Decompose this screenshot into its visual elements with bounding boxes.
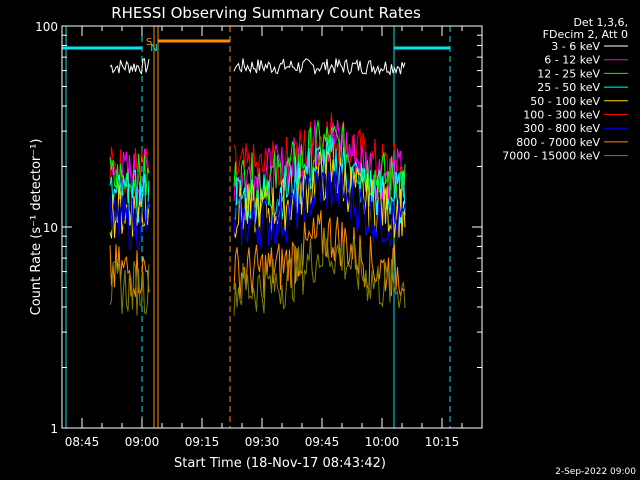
saa-flag-letter: S <box>146 37 152 48</box>
series-line <box>233 165 406 250</box>
legend-label: 300 - 800 keV <box>523 122 600 135</box>
series-group <box>109 58 406 316</box>
legend-header-line-2: FDecim 2, Att 0 <box>543 28 628 41</box>
y-tick-label: 10 <box>43 221 58 235</box>
x-tick-label: 09:30 <box>245 435 280 449</box>
x-tick-label: 08:45 <box>65 435 100 449</box>
night-flag-letter: N <box>150 43 157 54</box>
series-line <box>109 195 150 251</box>
series-line <box>109 58 150 75</box>
y-tick-label: 1 <box>50 422 58 436</box>
footer-date: 2-Sep-2022 09:00 <box>555 467 636 477</box>
x-tick-label: 09:45 <box>305 435 340 449</box>
ticks: 08:45 09:00 09:15 09:30 09:45 10:00 10:15 1 10 10… <box>35 20 483 449</box>
marker-lines <box>62 26 451 428</box>
chart-title: RHESSI Observing Summary Count Rates <box>111 4 421 22</box>
series-line <box>233 58 406 76</box>
legend-header-line-1: Det 1,3,6, <box>573 16 628 29</box>
y-axis-label: Count Rate (s⁻¹ detector⁻¹) <box>29 139 44 316</box>
x-tick-label: 09:15 <box>185 435 220 449</box>
series-line <box>233 229 406 316</box>
x-tick-label: 10:15 <box>425 435 460 449</box>
x-axis-label: Start Time (18-Nov-17 08:43:42) <box>174 456 386 471</box>
series-line <box>233 210 406 300</box>
series-line <box>109 258 150 316</box>
legend-label: 800 - 7000 keV <box>516 136 600 149</box>
legend-label: 3 - 6 keV <box>551 40 600 53</box>
legend-label: 25 - 50 keV <box>537 81 600 94</box>
x-tick-label: 10:00 <box>365 435 400 449</box>
series-line <box>109 169 150 226</box>
x-tick-label: 09:00 <box>125 435 160 449</box>
legend-label: 6 - 12 keV <box>544 54 600 67</box>
series-line <box>233 112 406 195</box>
y-tick-label: 100 <box>35 20 58 34</box>
legend-label: 7000 - 15000 keV <box>502 150 600 163</box>
legend-label: 100 - 300 keV <box>523 109 600 122</box>
legend-label: 12 - 25 keV <box>537 67 600 80</box>
legend-label: 50 - 100 keV <box>530 95 600 108</box>
series-line <box>109 244 150 297</box>
